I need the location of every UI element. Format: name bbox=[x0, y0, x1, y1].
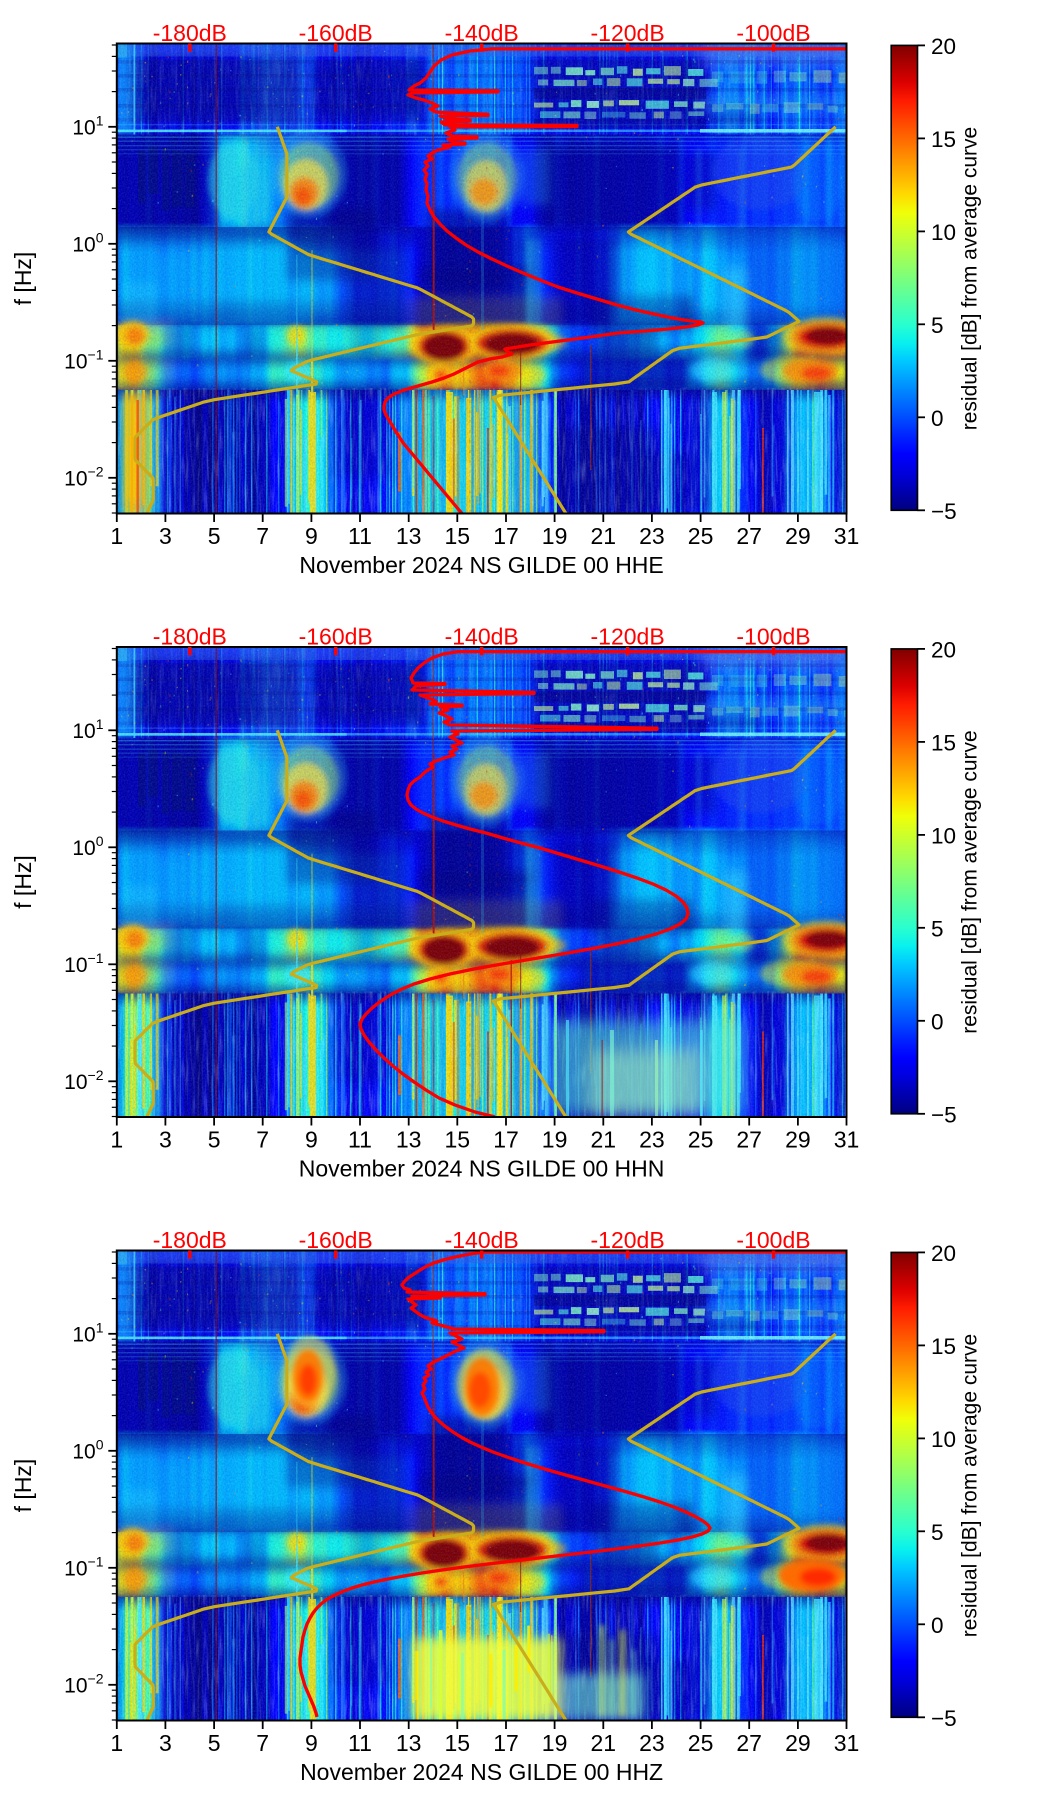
svg-text:f [Hz]: f [Hz] bbox=[10, 855, 36, 909]
svg-text:27: 27 bbox=[736, 523, 762, 549]
svg-text:-120dB: -120dB bbox=[591, 20, 665, 46]
svg-text:27: 27 bbox=[736, 1730, 762, 1756]
svg-text:residual [dB] from average cur: residual [dB] from average curve bbox=[959, 730, 982, 1033]
svg-text:25: 25 bbox=[688, 523, 714, 549]
svg-text:5: 5 bbox=[208, 1127, 221, 1153]
svg-text:−5: −5 bbox=[931, 1102, 957, 1127]
svg-text:1: 1 bbox=[110, 1127, 123, 1153]
svg-text:25: 25 bbox=[688, 1127, 714, 1153]
svg-text:29: 29 bbox=[785, 1127, 811, 1153]
svg-text:20: 20 bbox=[931, 637, 956, 662]
svg-text:15: 15 bbox=[931, 1334, 956, 1359]
svg-text:11: 11 bbox=[348, 523, 372, 549]
svg-text:15: 15 bbox=[931, 730, 956, 755]
svg-text:23: 23 bbox=[639, 523, 665, 549]
svg-text:5: 5 bbox=[931, 1520, 944, 1545]
svg-text:-160dB: -160dB bbox=[299, 1227, 373, 1253]
svg-text:-120dB: -120dB bbox=[591, 1227, 665, 1253]
svg-text:31: 31 bbox=[834, 1730, 860, 1756]
svg-text:17: 17 bbox=[493, 1730, 519, 1756]
svg-text:20: 20 bbox=[931, 1241, 956, 1266]
svg-text:November 2024 NS GILDE 00 HHE: November 2024 NS GILDE 00 HHE bbox=[299, 552, 663, 578]
svg-text:3: 3 bbox=[159, 523, 172, 549]
svg-text:November 2024 NS GILDE 00 HHZ: November 2024 NS GILDE 00 HHZ bbox=[300, 1759, 663, 1785]
svg-text:residual [dB] from average cur: residual [dB] from average curve bbox=[959, 1334, 982, 1637]
svg-text:13: 13 bbox=[396, 1127, 422, 1153]
svg-text:10: 10 bbox=[931, 1427, 956, 1452]
svg-text:f [Hz]: f [Hz] bbox=[10, 1459, 36, 1513]
svg-text:100: 100 bbox=[72, 833, 103, 860]
svg-text:27: 27 bbox=[736, 1127, 762, 1153]
svg-text:25: 25 bbox=[688, 1730, 714, 1756]
svg-text:5: 5 bbox=[208, 523, 221, 549]
svg-text:−5: −5 bbox=[931, 1706, 957, 1731]
svg-text:1: 1 bbox=[110, 1730, 123, 1756]
svg-text:-180dB: -180dB bbox=[153, 1227, 227, 1253]
svg-text:9: 9 bbox=[305, 1127, 318, 1153]
svg-text:11: 11 bbox=[348, 1127, 372, 1153]
svg-text:f [Hz]: f [Hz] bbox=[10, 252, 36, 306]
svg-text:19: 19 bbox=[542, 523, 568, 549]
svg-text:-100dB: -100dB bbox=[736, 20, 810, 46]
svg-text:-180dB: -180dB bbox=[153, 20, 227, 46]
svg-text:29: 29 bbox=[785, 1730, 811, 1756]
svg-text:-140dB: -140dB bbox=[445, 1227, 519, 1253]
svg-text:21: 21 bbox=[591, 1730, 617, 1756]
svg-text:7: 7 bbox=[256, 523, 269, 549]
svg-text:23: 23 bbox=[639, 1730, 665, 1756]
svg-text:19: 19 bbox=[542, 1127, 568, 1153]
svg-text:10: 10 bbox=[931, 220, 956, 245]
svg-text:13: 13 bbox=[396, 1730, 422, 1756]
svg-text:10: 10 bbox=[931, 823, 956, 848]
svg-text:19: 19 bbox=[542, 1730, 568, 1756]
svg-text:−5: −5 bbox=[931, 499, 957, 524]
svg-text:7: 7 bbox=[256, 1730, 269, 1756]
svg-text:-180dB: -180dB bbox=[153, 624, 227, 650]
svg-text:11: 11 bbox=[348, 1730, 372, 1756]
svg-text:20: 20 bbox=[931, 34, 956, 59]
svg-text:residual [dB] from average cur: residual [dB] from average curve bbox=[959, 127, 982, 430]
svg-text:1: 1 bbox=[110, 523, 123, 549]
svg-text:November 2024 NS GILDE 00 HHN: November 2024 NS GILDE 00 HHN bbox=[299, 1156, 665, 1182]
svg-text:15: 15 bbox=[445, 1730, 471, 1756]
svg-text:-100dB: -100dB bbox=[736, 624, 810, 650]
svg-text:3: 3 bbox=[159, 1730, 172, 1756]
svg-text:9: 9 bbox=[305, 523, 318, 549]
svg-text:31: 31 bbox=[834, 523, 860, 549]
svg-text:-120dB: -120dB bbox=[591, 624, 665, 650]
svg-text:3: 3 bbox=[159, 1127, 172, 1153]
svg-text:5: 5 bbox=[208, 1730, 221, 1756]
svg-text:5: 5 bbox=[931, 313, 944, 338]
svg-text:29: 29 bbox=[785, 523, 811, 549]
svg-text:-140dB: -140dB bbox=[445, 20, 519, 46]
svg-text:31: 31 bbox=[834, 1127, 860, 1153]
svg-text:-100dB: -100dB bbox=[736, 1227, 810, 1253]
svg-text:15: 15 bbox=[445, 1127, 471, 1153]
svg-text:-140dB: -140dB bbox=[445, 624, 519, 650]
svg-text:21: 21 bbox=[591, 1127, 617, 1153]
svg-text:23: 23 bbox=[639, 1127, 665, 1153]
svg-text:15: 15 bbox=[931, 127, 956, 152]
svg-text:17: 17 bbox=[493, 1127, 519, 1153]
svg-text:0: 0 bbox=[931, 1009, 944, 1034]
svg-text:0: 0 bbox=[931, 1613, 944, 1638]
svg-text:-160dB: -160dB bbox=[299, 624, 373, 650]
svg-text:21: 21 bbox=[591, 523, 617, 549]
svg-text:15: 15 bbox=[445, 523, 471, 549]
svg-text:7: 7 bbox=[256, 1127, 269, 1153]
svg-text:-160dB: -160dB bbox=[299, 20, 373, 46]
svg-text:17: 17 bbox=[493, 523, 519, 549]
svg-text:5: 5 bbox=[931, 916, 944, 941]
svg-text:0: 0 bbox=[931, 406, 944, 431]
svg-text:9: 9 bbox=[305, 1730, 318, 1756]
svg-text:13: 13 bbox=[396, 523, 422, 549]
